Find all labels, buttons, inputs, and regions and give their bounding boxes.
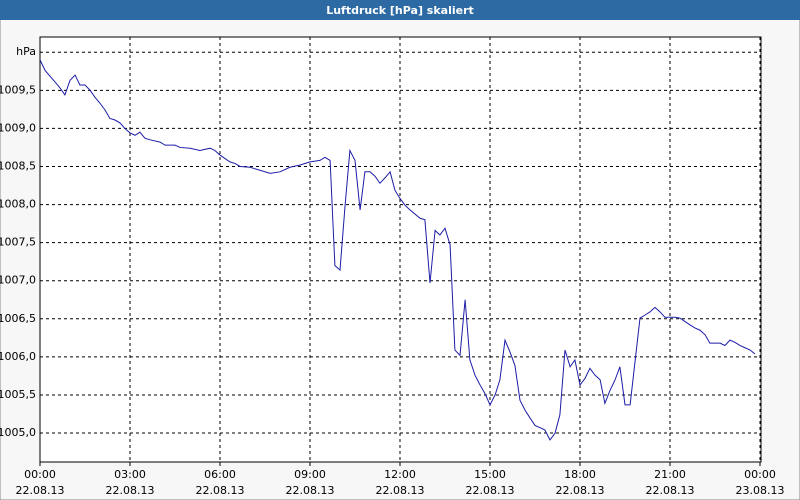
chart-title: Luftdruck [hPa] skaliert [326, 4, 474, 17]
title-bar [0, 0, 800, 20]
x-tick-date: 22.08.13 [376, 484, 425, 497]
y-tick-label: 1006,5 [0, 312, 36, 325]
x-tick-label: 15:00 [474, 468, 506, 481]
x-tick-date: 22.08.13 [286, 484, 335, 497]
x-tick-label: 06:00 [204, 468, 236, 481]
x-tick-label: 18:00 [564, 468, 596, 481]
y-tick-label: 1008,5 [0, 159, 36, 172]
y-tick-label: 1007,5 [0, 236, 36, 249]
y-tick-label: 1009,5 [0, 83, 36, 96]
x-tick-label: 03:00 [114, 468, 146, 481]
x-tick-date: 22.08.13 [646, 484, 695, 497]
y-tick-label: 1005,0 [0, 426, 36, 439]
y-tick-label: 1007,0 [0, 274, 36, 287]
x-tick-label: 09:00 [294, 468, 326, 481]
x-tick-label: 21:00 [654, 468, 686, 481]
x-tick-date: 22.08.13 [106, 484, 155, 497]
x-tick-date: 22.08.13 [466, 484, 515, 497]
y-tick-label: hPa [16, 45, 36, 58]
x-tick-date: 23.08.13 [736, 484, 785, 497]
x-tick-date: 22.08.13 [556, 484, 605, 497]
data-line [39, 59, 756, 441]
x-tick-label: 00:00 [24, 468, 56, 481]
y-tick-label: 1005,5 [0, 388, 36, 401]
x-tick-date: 22.08.13 [16, 484, 65, 497]
x-tick-label: 12:00 [384, 468, 416, 481]
y-tick-label: 1008,0 [0, 198, 36, 211]
x-tick-date: 22.08.13 [196, 484, 245, 497]
x-tick-label: 00:00 [744, 468, 776, 481]
y-tick-label: 1006,0 [0, 350, 36, 363]
y-tick-label: 1009,0 [0, 121, 36, 134]
